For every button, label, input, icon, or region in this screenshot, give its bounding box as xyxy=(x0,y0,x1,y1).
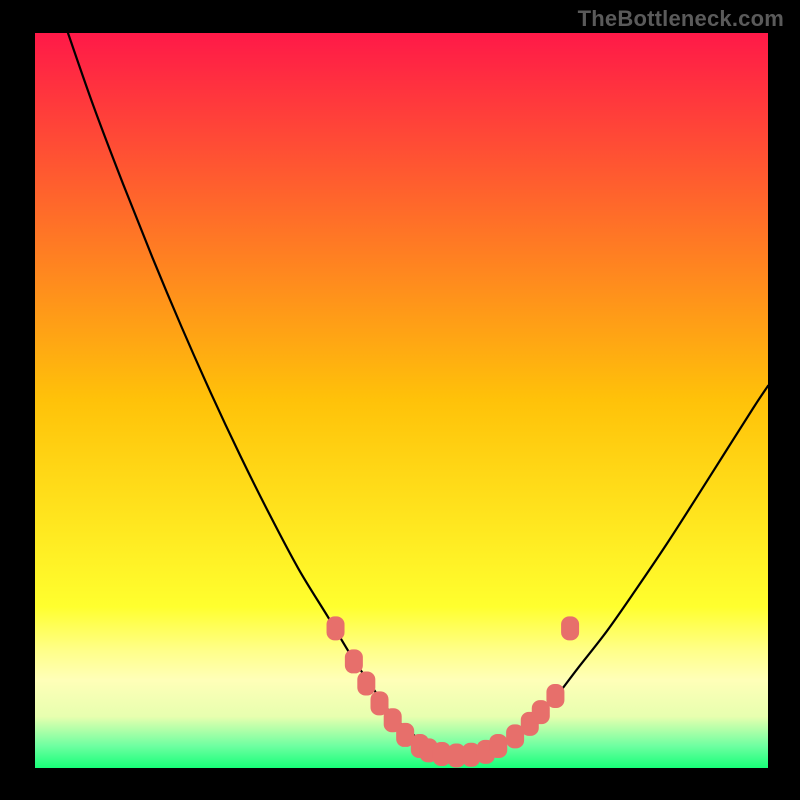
highlight-marker xyxy=(357,671,375,695)
highlight-marker xyxy=(345,649,363,673)
highlight-marker xyxy=(327,616,345,640)
watermark-text: TheBottleneck.com xyxy=(578,6,784,32)
highlight-marker xyxy=(546,684,564,708)
highlight-marker xyxy=(489,734,507,758)
bottleneck-chart xyxy=(0,0,800,800)
highlight-marker xyxy=(532,700,550,724)
highlight-marker xyxy=(561,616,579,640)
chart-plot-area xyxy=(35,33,768,768)
